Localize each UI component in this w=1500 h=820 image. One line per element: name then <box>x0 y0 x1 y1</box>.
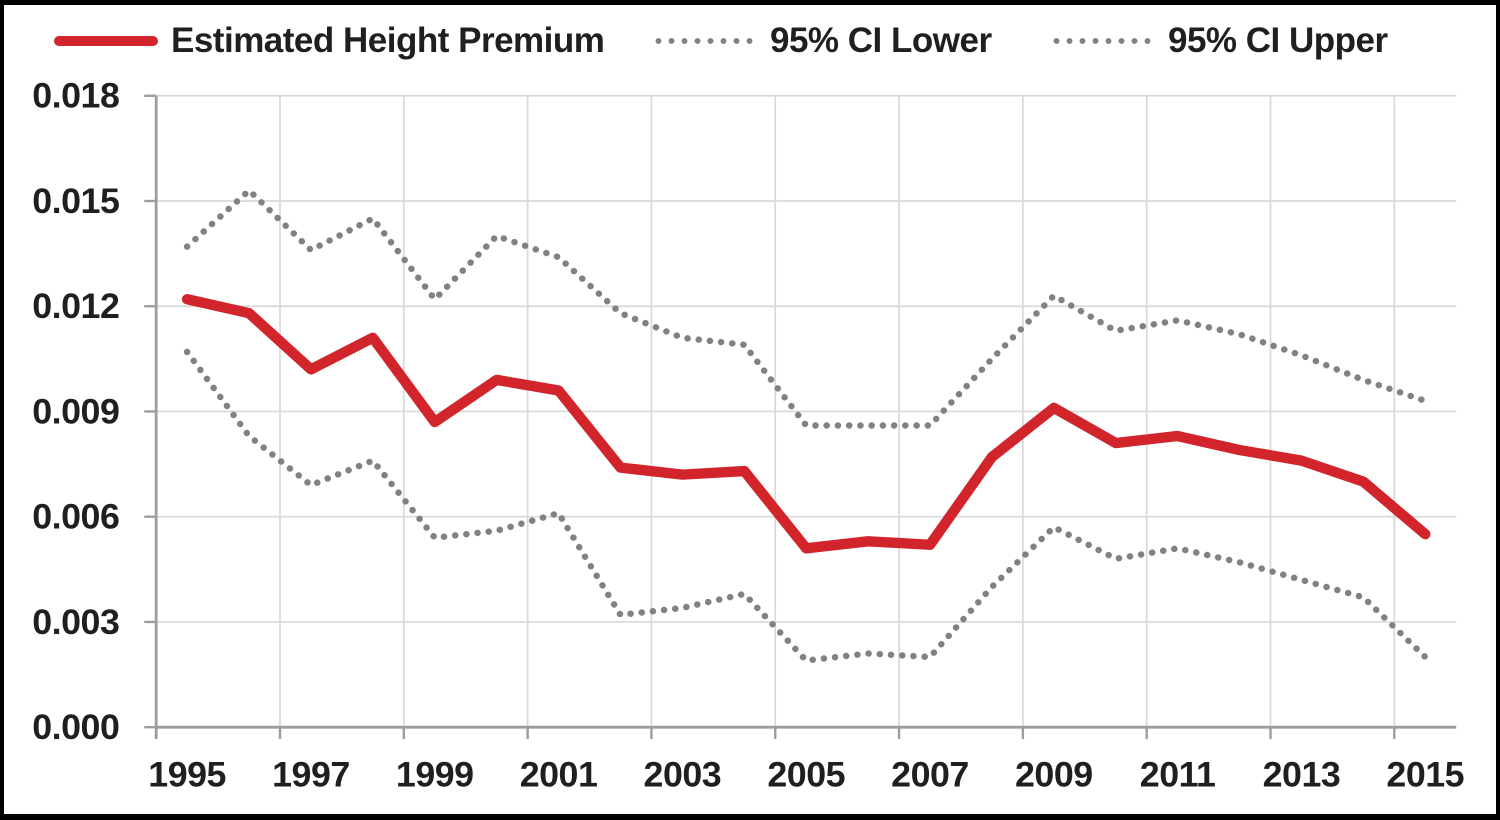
x-tick-label: 2005 <box>767 755 845 795</box>
y-tick-label: 0.018 <box>32 76 119 116</box>
y-tick-label: 0.009 <box>32 391 119 431</box>
x-tick-label: 1999 <box>396 755 474 795</box>
y-tick-label: 0.015 <box>32 181 119 221</box>
legend-item-ci-upper: 95% CI Upper <box>1050 21 1388 61</box>
x-tick-label: 1995 <box>148 755 226 795</box>
y-tick-label: 0.000 <box>32 707 119 747</box>
series-line-95-ci-lower <box>183 348 1429 664</box>
x-tick-label: 2009 <box>1015 755 1093 795</box>
y-tick-label: 0.012 <box>32 286 119 326</box>
x-tick-label: 2003 <box>644 755 722 795</box>
x-tick-label: 2001 <box>520 755 598 795</box>
x-tick-label: 2015 <box>1386 755 1464 795</box>
legend-label-ci-lower: 95% CI Lower <box>770 21 992 60</box>
legend-item-ci-lower: 95% CI Lower <box>652 21 992 61</box>
chart-legend: Estimated Height Premium 95% CI Lower 95… <box>4 5 1496 69</box>
x-tick-label: 2013 <box>1263 755 1341 795</box>
series-line-estimated-height-premium <box>181 294 1431 554</box>
x-tick-label: 2011 <box>1140 755 1216 795</box>
series-line-95-ci-upper <box>183 187 1429 429</box>
y-tick-label: 0.003 <box>32 602 119 642</box>
y-tick-label: 0.006 <box>32 497 119 537</box>
x-tick-label: 2007 <box>891 755 969 795</box>
legend-label-estimated-height-premium: Estimated Height Premium <box>171 21 605 60</box>
x-tick-label: 1997 <box>272 755 350 795</box>
legend-dotted-line-swatch <box>1050 37 1155 45</box>
legend-solid-line-swatch <box>54 36 158 46</box>
line-chart-canvas: 0.000 0.003 0.006 0.009 0.012 0.015 0.018 1995 1… <box>32 76 1464 795</box>
legend-item-estimated-height-premium: Estimated Height Premium <box>54 21 605 61</box>
legend-dotted-line-swatch <box>652 37 757 45</box>
legend-label-ci-upper: 95% CI Upper <box>1168 21 1388 60</box>
